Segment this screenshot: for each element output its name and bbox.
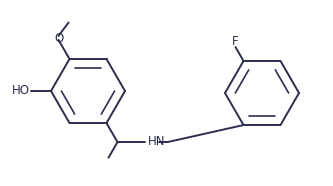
Text: HO: HO — [12, 84, 30, 97]
Text: F: F — [232, 35, 239, 48]
Text: O: O — [54, 32, 63, 45]
Text: HN: HN — [148, 135, 165, 148]
